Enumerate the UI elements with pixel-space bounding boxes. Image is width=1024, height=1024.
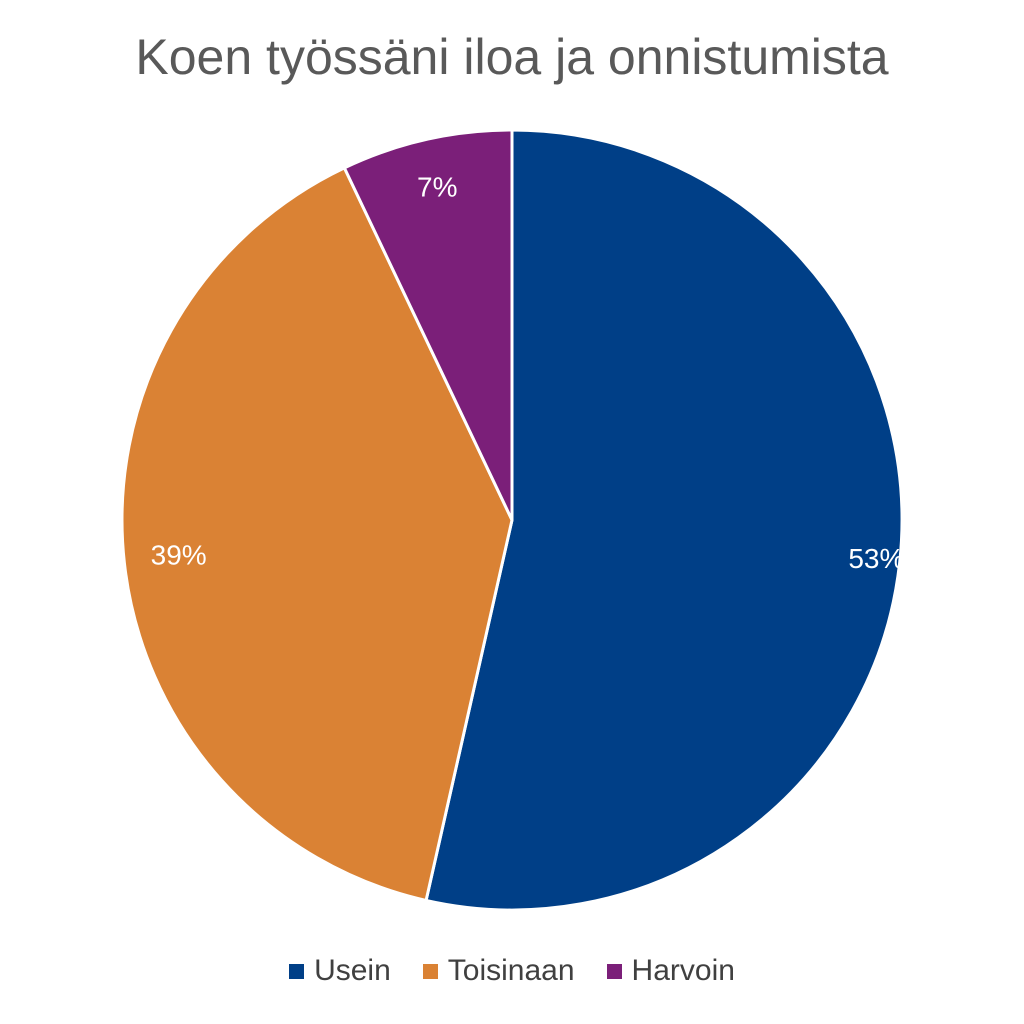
legend-item-harvoin: Harvoin [606,954,735,988]
data-label-usein: 53% [848,543,904,574]
legend-label-usein: Usein [314,954,391,987]
data-label-harvoin: 7% [417,171,457,202]
legend-label-toisinaan: Toisinaan [447,954,575,987]
pie-slice-usein [424,128,904,912]
legend-swatch-usein [289,963,305,979]
chart-title: Koen työssäni iloa ja onnistumista [135,29,889,85]
legend-item-usein: Usein [289,954,391,988]
legend-swatch-harvoin [606,963,622,979]
data-label-toisinaan: 39% [151,540,207,571]
legend-swatch-toisinaan [422,963,438,979]
pie-slice-toisinaan [120,165,514,903]
legend-label-harvoin: Harvoin [631,954,735,987]
legend-item-toisinaan: Toisinaan [422,954,575,988]
pie-slice-harvoin [342,128,514,521]
legend: Usein Toisinaan Harvoin [0,954,1024,988]
